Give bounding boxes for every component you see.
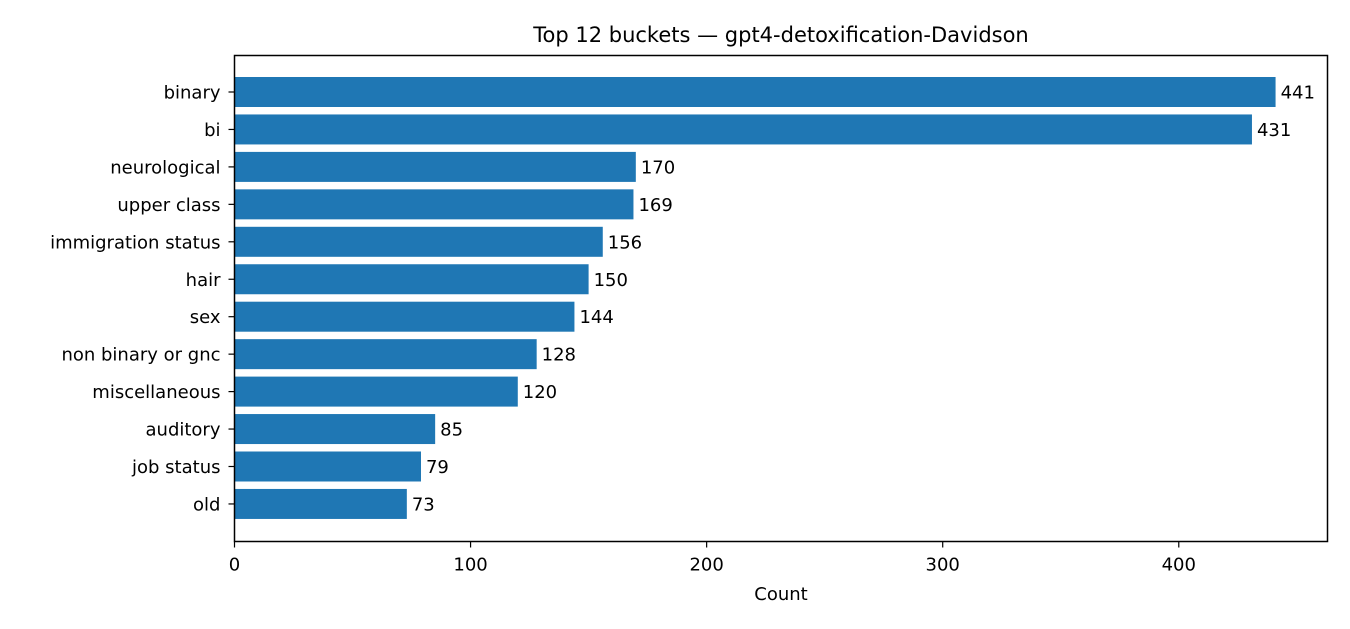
y-tick-label: bi (204, 120, 220, 141)
bar (234, 114, 1252, 145)
x-tick-label: 200 (689, 555, 723, 576)
y-tick-label: sex (190, 307, 221, 328)
y-tick-label: non binary or gnc (61, 345, 220, 366)
bar (234, 77, 1276, 107)
y-tick-label: job status (131, 457, 220, 478)
y-tick-label: auditory (146, 420, 221, 441)
x-ticks-group: 0 100 200 300 400 (229, 541, 1196, 576)
x-tick-label: 0 (229, 555, 240, 576)
y-tick-label: neurological (110, 157, 220, 178)
bar-value-label: 431 (1257, 120, 1291, 141)
y-tick-label: hair (186, 270, 221, 291)
bar-value-label: 73 (412, 494, 435, 515)
plot-frame (233, 54, 1329, 543)
bar-value-label: 150 (594, 270, 628, 291)
bar-value-label: 144 (579, 307, 613, 328)
x-tick-label: 400 (1162, 555, 1196, 576)
x-tick-label: 100 (453, 555, 487, 576)
bar (234, 488, 407, 519)
bar (234, 226, 603, 257)
bar (234, 264, 589, 295)
bar (234, 451, 421, 482)
bar-value-label: 128 (542, 345, 576, 366)
bar-value-label: 170 (641, 157, 675, 178)
bars-group (234, 77, 1276, 519)
y-tick-label: miscellaneous (92, 382, 220, 403)
bar-value-label: 85 (440, 420, 463, 441)
bar (234, 339, 537, 370)
bar-value-label: 441 (1281, 83, 1315, 104)
y-tick-label: old (193, 494, 220, 515)
bar-value-label: 169 (638, 195, 672, 216)
bar (234, 376, 518, 407)
chart-title: Top 12 buckets — gpt4-detoxification-Dav… (532, 23, 1029, 47)
bar (234, 414, 436, 445)
bar-value-label: 156 (608, 232, 642, 253)
x-axis-label: Count (754, 584, 807, 605)
bar (234, 301, 575, 332)
y-tick-label: binary (164, 83, 221, 104)
category-labels-group: binary bi neurological upper class immigrati… (50, 83, 235, 515)
y-tick-label: immigration status (50, 232, 220, 253)
bar-value-label: 79 (426, 457, 449, 478)
bar-value-label: 120 (523, 382, 557, 403)
bar (234, 151, 636, 182)
x-tick-label: 300 (926, 555, 960, 576)
bar (234, 189, 634, 220)
y-tick-label: upper class (117, 195, 220, 216)
